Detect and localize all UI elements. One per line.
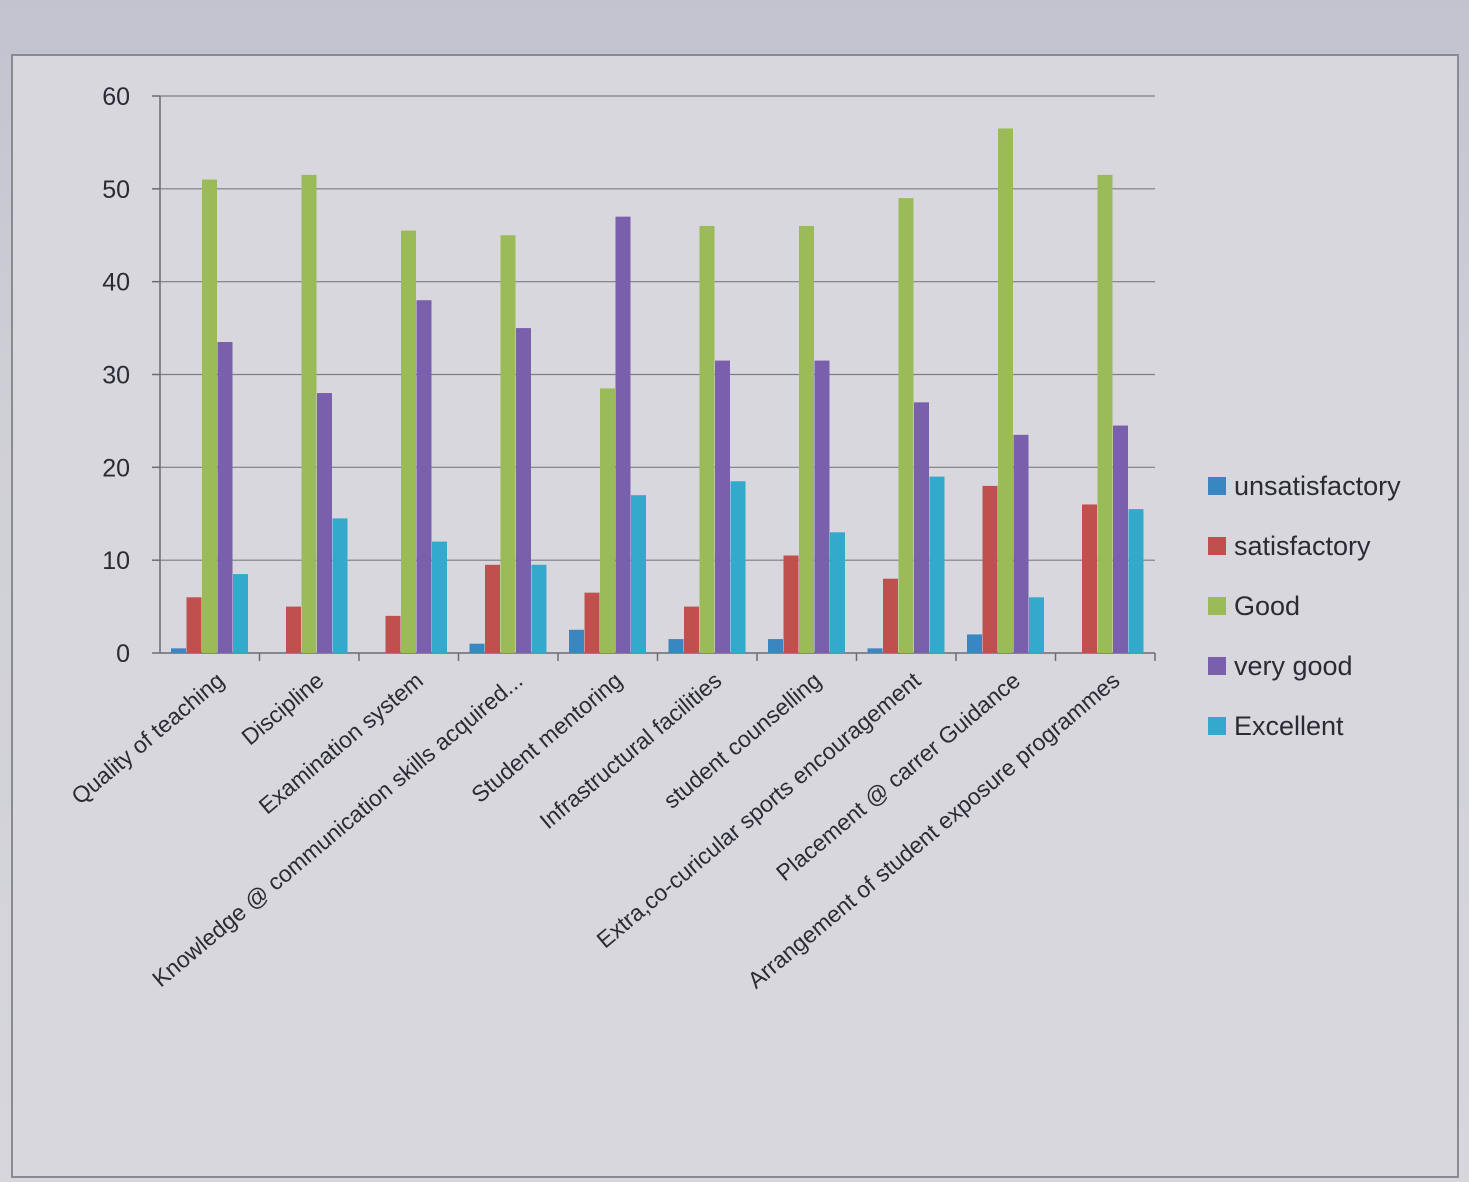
y-tick-label: 20 [102,454,130,482]
bar-satisfactory [783,555,799,653]
bar-excellent [730,481,746,653]
bar-satisfactory [485,564,500,653]
bar-good [301,174,317,654]
bar-unsatisfactory [867,648,883,653]
bar-satisfactory [883,578,898,653]
bar-excellent [929,476,945,653]
bar-very-good [317,393,332,653]
bar-very-good [416,300,432,653]
bar-very-good [814,360,830,653]
bar-very-good [1013,434,1029,653]
bar-unsatisfactory [768,639,783,653]
bar-good [998,128,1013,653]
y-tick-label: 0 [116,640,130,668]
bar-satisfactory [584,592,600,653]
legend: unsatisfactory satisfactory Good very good E… [1208,471,1401,741]
legend-label: very good [1234,651,1353,681]
bar-satisfactory [1082,504,1097,653]
bar-good [699,225,715,653]
bar-excellent [631,495,646,653]
bar-unsatisfactory [469,643,485,653]
legend-label: Good [1234,591,1300,621]
bar-unsatisfactory [569,629,584,653]
bar-very-good [914,402,929,653]
bar-good [898,198,914,653]
bar-unsatisfactory [668,639,684,653]
bars [171,128,1144,654]
legend-swatch [1208,597,1226,615]
bar-excellent [531,564,547,653]
bar-satisfactory [286,606,301,653]
bar-good [600,388,615,653]
bar-very-good [217,342,233,653]
bar-good [1097,174,1113,654]
bar-very-good [516,328,531,653]
bar-excellent [432,541,447,653]
y-tick-label: 10 [102,547,130,575]
bar-unsatisfactory [171,648,186,653]
bar-good [799,225,814,653]
legend-swatch [1208,477,1226,495]
bar-good [202,179,217,654]
bar-excellent [1029,597,1044,653]
bar-satisfactory [684,606,699,653]
y-tick-label: 40 [102,269,130,297]
bar-very-good [715,360,730,653]
bar-excellent [233,574,248,653]
legend-swatch [1208,717,1226,735]
bar-satisfactory [982,485,998,653]
bar-excellent [332,518,348,653]
y-tick-labels: 0 10 20 30 40 50 60 [102,83,130,668]
bar-good [500,235,516,653]
y-tick-label: 50 [102,176,130,204]
bar-satisfactory [186,597,202,653]
bar-very-good [615,216,631,653]
legend-label: satisfactory [1234,531,1371,561]
legend-swatch [1208,657,1226,675]
legend-swatch [1208,537,1226,555]
bar-good [401,230,416,653]
bar-very-good [1113,425,1128,653]
y-tick-label: 30 [102,362,130,390]
bar-excellent [830,532,845,653]
bar-excellent [1128,509,1144,653]
legend-label: unsatisfactory [1234,471,1401,501]
y-tick-label: 60 [102,83,130,111]
legend-label: Excellent [1234,711,1344,741]
bar-unsatisfactory [967,634,982,653]
bar-satisfactory [385,615,401,653]
